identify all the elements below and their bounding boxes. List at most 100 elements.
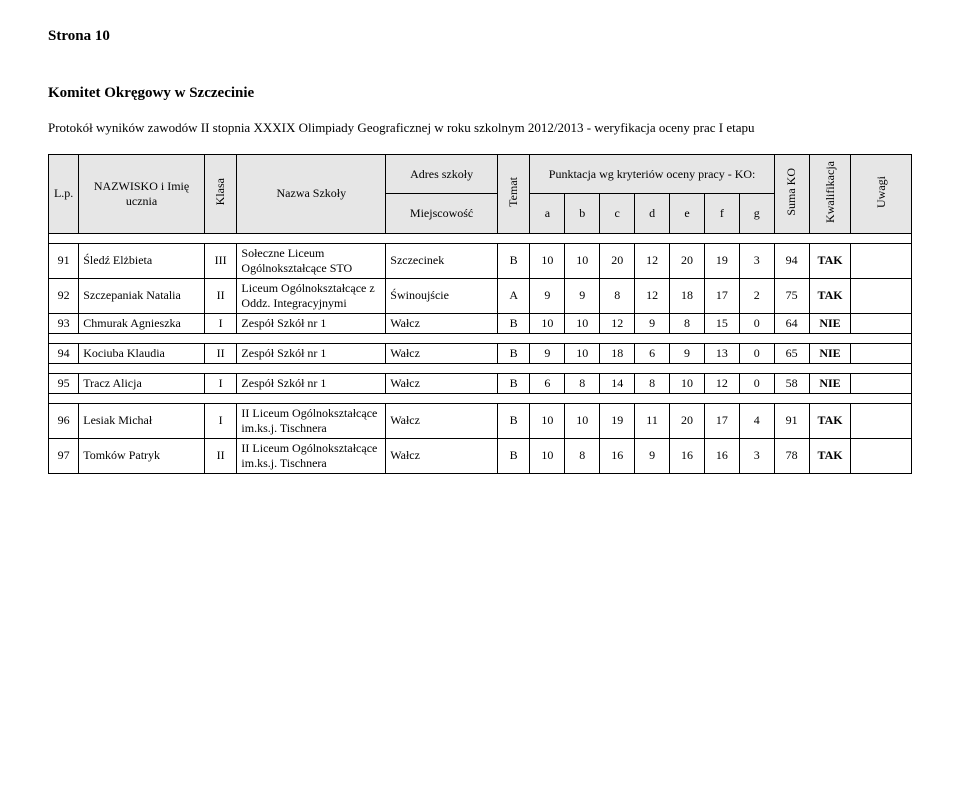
cell-score-6: 3 (739, 438, 774, 473)
cell-school: II Liceum Ogólnokształcące im.ks.j. Tisc… (237, 438, 386, 473)
cell-uwagi (851, 243, 912, 278)
cell-kwal: TAK (809, 278, 851, 313)
cell-score-2: 12 (600, 313, 635, 333)
cell-score-2: 20 (600, 243, 635, 278)
spacer-row (49, 233, 912, 243)
committee-title: Komitet Okręgowy w Szczecinie (48, 85, 912, 102)
cell-kwal: TAK (809, 403, 851, 438)
cell-score-5: 19 (704, 243, 739, 278)
cell-lp: 93 (49, 313, 79, 333)
cell-school: Zespół Szkół nr 1 (237, 313, 386, 333)
cell-uwagi (851, 438, 912, 473)
cell-city: Wałcz (386, 438, 498, 473)
table-row: 92Szczepaniak NataliaIILiceum Ogólnokszt… (49, 278, 912, 313)
cell-score-0: 10 (530, 243, 565, 278)
cell-city: Szczecinek (386, 243, 498, 278)
spacer-cell (49, 393, 912, 403)
cell-score-0: 9 (530, 343, 565, 363)
cell-uwagi (851, 373, 912, 393)
cell-score-1: 10 (565, 313, 600, 333)
cell-score-3: 6 (635, 343, 670, 363)
table-row: 94Kociuba KlaudiaIIZespół Szkół nr 1Wałc… (49, 343, 912, 363)
col-temat: Temat (497, 155, 530, 234)
cell-suma: 75 (774, 278, 809, 313)
table-row: 95Tracz AlicjaIZespół Szkół nr 1WałczB68… (49, 373, 912, 393)
cell-score-4: 16 (670, 438, 705, 473)
page-number: Strona 10 (48, 28, 912, 45)
results-table: L.p. NAZWISKO i Imię ucznia Klasa Nazwa … (48, 154, 912, 474)
cell-score-6: 2 (739, 278, 774, 313)
cell-lp: 95 (49, 373, 79, 393)
cell-name: Kociuba Klaudia (79, 343, 205, 363)
table-body: 91Śledź ElżbietaIIISołeczne Liceum Ogóln… (49, 233, 912, 473)
cell-score-0: 6 (530, 373, 565, 393)
cell-suma: 78 (774, 438, 809, 473)
cell-score-2: 16 (600, 438, 635, 473)
cell-temat: B (497, 313, 530, 333)
col-city: Miejscowość (386, 194, 498, 233)
col-suma: Suma KO (774, 155, 809, 234)
cell-temat: B (497, 343, 530, 363)
cell-score-1: 8 (565, 438, 600, 473)
cell-lp: 97 (49, 438, 79, 473)
cell-temat: A (497, 278, 530, 313)
spacer-cell (49, 333, 912, 343)
cell-school: Zespół Szkół nr 1 (237, 373, 386, 393)
cell-city: Wałcz (386, 343, 498, 363)
cell-name: Szczepaniak Natalia (79, 278, 205, 313)
cell-score-2: 18 (600, 343, 635, 363)
cell-suma: 91 (774, 403, 809, 438)
col-score-a: a (530, 194, 565, 233)
cell-kwal: NIE (809, 373, 851, 393)
col-score-d: d (635, 194, 670, 233)
cell-score-4: 10 (670, 373, 705, 393)
cell-school: Sołeczne Liceum Ogólnokształcące STO (237, 243, 386, 278)
col-lp: L.p. (49, 155, 79, 234)
cell-temat: B (497, 243, 530, 278)
col-kwal: Kwalifikacja (809, 155, 851, 234)
cell-city: Świnoujście (386, 278, 498, 313)
spacer-row (49, 393, 912, 403)
cell-score-0: 10 (530, 403, 565, 438)
cell-score-6: 0 (739, 313, 774, 333)
cell-score-2: 14 (600, 373, 635, 393)
cell-kwal: TAK (809, 243, 851, 278)
cell-score-4: 20 (670, 243, 705, 278)
col-uwagi: Uwagi (851, 155, 912, 234)
cell-name: Śledź Elżbieta (79, 243, 205, 278)
cell-city: Wałcz (386, 403, 498, 438)
cell-score-0: 10 (530, 313, 565, 333)
cell-score-3: 12 (635, 278, 670, 313)
cell-score-0: 10 (530, 438, 565, 473)
col-score-f: f (704, 194, 739, 233)
cell-uwagi (851, 313, 912, 333)
cell-score-6: 4 (739, 403, 774, 438)
cell-klasa: II (204, 438, 237, 473)
spacer-row (49, 363, 912, 373)
cell-score-2: 8 (600, 278, 635, 313)
cell-klasa: I (204, 403, 237, 438)
col-addr: Adres szkoły (386, 155, 498, 194)
cell-kwal: NIE (809, 313, 851, 333)
col-score-c: c (600, 194, 635, 233)
cell-temat: B (497, 438, 530, 473)
cell-temat: B (497, 373, 530, 393)
cell-score-3: 9 (635, 313, 670, 333)
cell-school: Liceum Ogólnokształcące z Oddz. Integrac… (237, 278, 386, 313)
cell-score-4: 9 (670, 343, 705, 363)
cell-score-1: 8 (565, 373, 600, 393)
col-school: Nazwa Szkoły (237, 155, 386, 234)
cell-score-5: 12 (704, 373, 739, 393)
cell-school: II Liceum Ogólnokształcące im.ks.j. Tisc… (237, 403, 386, 438)
cell-uwagi (851, 343, 912, 363)
col-score-g: g (739, 194, 774, 233)
cell-uwagi (851, 403, 912, 438)
cell-klasa: II (204, 343, 237, 363)
cell-lp: 96 (49, 403, 79, 438)
cell-lp: 91 (49, 243, 79, 278)
table-row: 96Lesiak MichałIII Liceum Ogólnokształcą… (49, 403, 912, 438)
col-klasa: Klasa (204, 155, 237, 234)
cell-score-5: 15 (704, 313, 739, 333)
spacer-cell (49, 363, 912, 373)
cell-suma: 65 (774, 343, 809, 363)
